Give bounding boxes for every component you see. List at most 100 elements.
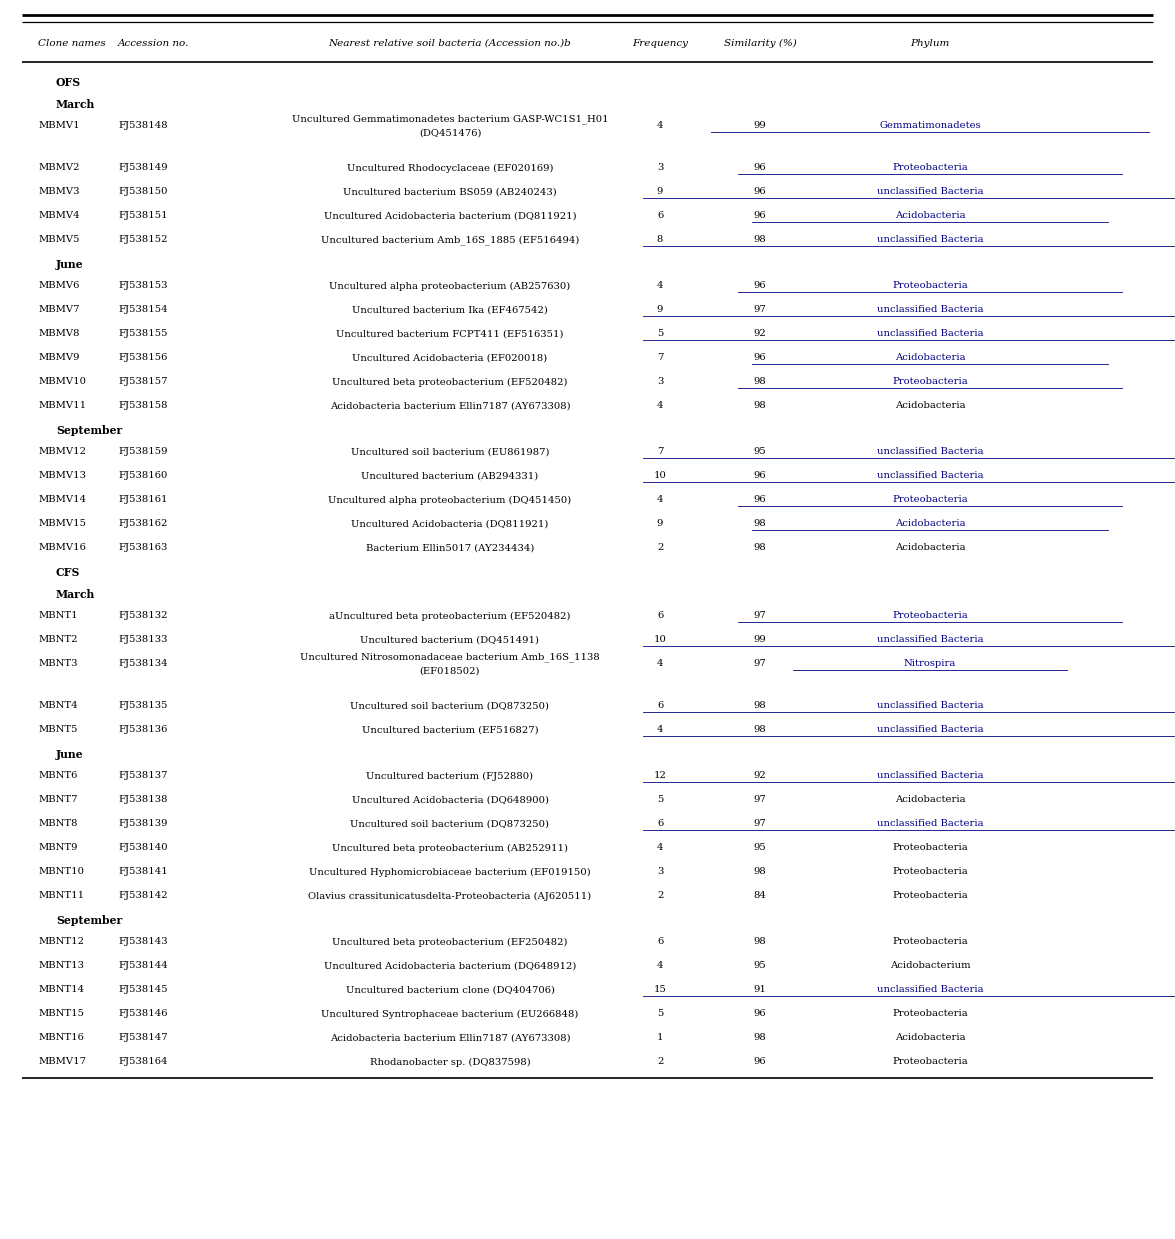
Text: 9: 9 [657,187,663,197]
Text: MBNT16: MBNT16 [38,1033,83,1042]
Text: 5: 5 [657,330,663,338]
Text: 97: 97 [753,819,766,829]
Text: FJ538157: FJ538157 [118,378,168,387]
Text: FJ538132: FJ538132 [118,612,168,621]
Text: 2: 2 [657,1058,663,1067]
Text: 96: 96 [753,187,766,197]
Text: Proteobacteria: Proteobacteria [892,1010,968,1018]
Text: FJ538154: FJ538154 [118,306,168,315]
Text: MBMV16: MBMV16 [38,544,86,553]
Text: 96: 96 [753,281,766,290]
Text: MBNT14: MBNT14 [38,985,85,995]
Text: 98: 98 [753,867,766,876]
Text: 2: 2 [657,892,663,901]
Text: FJ538141: FJ538141 [118,867,168,876]
Text: OFS: OFS [56,77,81,88]
Text: FJ538140: FJ538140 [118,844,168,852]
Text: Proteobacteria: Proteobacteria [892,496,968,504]
Text: MBNT2: MBNT2 [38,636,78,644]
Text: 7: 7 [657,353,663,363]
Text: 4: 4 [657,961,663,970]
Text: 15: 15 [653,985,666,995]
Text: 3: 3 [657,164,663,172]
Text: Acidobacterium: Acidobacterium [889,961,971,970]
Text: 10: 10 [653,472,666,481]
Text: Uncultured bacterium Ika (EF467542): Uncultured bacterium Ika (EF467542) [352,306,548,315]
Text: Accession no.: Accession no. [118,38,189,47]
Text: 4: 4 [657,121,663,130]
Text: MBMV11: MBMV11 [38,401,86,410]
Text: MBNT13: MBNT13 [38,961,83,970]
Text: MBMV7: MBMV7 [38,306,80,315]
Text: 96: 96 [753,472,766,481]
Text: 98: 98 [753,544,766,553]
Text: 6: 6 [657,819,663,829]
Text: unclassified Bacteria: unclassified Bacteria [877,447,983,456]
Text: Uncultured Gemmatimonadetes bacterium GASP-WC1S1_H01: Uncultured Gemmatimonadetes bacterium GA… [291,114,609,124]
Text: 2: 2 [657,544,663,553]
Text: FJ538133: FJ538133 [118,636,168,644]
Text: FJ538147: FJ538147 [118,1033,168,1042]
Text: Clone names: Clone names [38,38,106,47]
Text: FJ538149: FJ538149 [118,164,168,172]
Text: FJ538162: FJ538162 [118,519,167,529]
Text: Olavius crassitunicatusdelta-Proteobacteria (AJ620511): Olavius crassitunicatusdelta-Proteobacte… [308,891,592,901]
Text: MBNT6: MBNT6 [38,772,78,781]
Text: Acidobacteria: Acidobacteria [894,1033,966,1042]
Text: FJ538138: FJ538138 [118,795,168,804]
Text: FJ538158: FJ538158 [118,401,168,410]
Text: 98: 98 [753,1033,766,1042]
Text: FJ538160: FJ538160 [118,472,167,481]
Text: Uncultured alpha proteobacterium (AB257630): Uncultured alpha proteobacterium (AB2576… [329,281,571,291]
Text: September: September [56,425,122,435]
Text: unclassified Bacteria: unclassified Bacteria [877,636,983,644]
Text: MBNT4: MBNT4 [38,701,78,710]
Text: Rhodanobacter sp. (DQ837598): Rhodanobacter sp. (DQ837598) [370,1057,530,1067]
Text: 98: 98 [753,401,766,410]
Text: 98: 98 [753,519,766,529]
Text: Bacterium Ellin5017 (AY234434): Bacterium Ellin5017 (AY234434) [365,544,535,553]
Text: Uncultured Nitrosomonadaceae bacterium Amb_16S_1138: Uncultured Nitrosomonadaceae bacterium A… [300,652,600,662]
Text: Uncultured soil bacterium (DQ873250): Uncultured soil bacterium (DQ873250) [350,701,550,710]
Text: 84: 84 [753,892,766,901]
Text: 5: 5 [657,795,663,804]
Text: Proteobacteria: Proteobacteria [892,164,968,172]
Text: 4: 4 [657,281,663,290]
Text: 3: 3 [657,378,663,387]
Text: Uncultured bacterium BS059 (AB240243): Uncultured bacterium BS059 (AB240243) [343,187,557,197]
Text: FJ538139: FJ538139 [118,819,168,829]
Text: 97: 97 [753,612,766,621]
Text: 97: 97 [753,795,766,804]
Text: FJ538144: FJ538144 [118,961,168,970]
Text: Uncultured Rhodocyclaceae (EF020169): Uncultured Rhodocyclaceae (EF020169) [347,164,553,172]
Text: unclassified Bacteria: unclassified Bacteria [877,306,983,315]
Text: MBMV17: MBMV17 [38,1058,86,1067]
Text: FJ538142: FJ538142 [118,892,168,901]
Text: MBMV15: MBMV15 [38,519,86,529]
Text: 1: 1 [657,1033,663,1042]
Text: Acidobacteria: Acidobacteria [894,212,966,221]
Text: Uncultured bacterium clone (DQ404706): Uncultured bacterium clone (DQ404706) [345,985,555,995]
Text: 9: 9 [657,519,663,529]
Text: 96: 96 [753,353,766,363]
Text: 92: 92 [753,772,766,781]
Text: 98: 98 [753,726,766,735]
Text: 4: 4 [657,496,663,504]
Text: Uncultured beta proteobacterium (AB252911): Uncultured beta proteobacterium (AB25291… [333,844,568,852]
Text: 3: 3 [657,867,663,876]
Text: FJ538153: FJ538153 [118,281,168,290]
Text: MBNT15: MBNT15 [38,1010,83,1018]
Text: MBNT9: MBNT9 [38,844,78,852]
Text: 99: 99 [753,636,766,644]
Text: Acidobacteria: Acidobacteria [894,401,966,410]
Text: September: September [56,914,122,926]
Text: Uncultured soil bacterium (DQ873250): Uncultured soil bacterium (DQ873250) [350,819,550,829]
Text: Uncultured Acidobacteria (EF020018): Uncultured Acidobacteria (EF020018) [352,353,548,363]
Text: FJ538143: FJ538143 [118,938,168,947]
Text: 4: 4 [657,726,663,735]
Text: FJ538155: FJ538155 [118,330,168,338]
Text: FJ538156: FJ538156 [118,353,167,363]
Text: 12: 12 [653,772,666,781]
Text: 5: 5 [657,1010,663,1018]
Text: 9: 9 [657,306,663,315]
